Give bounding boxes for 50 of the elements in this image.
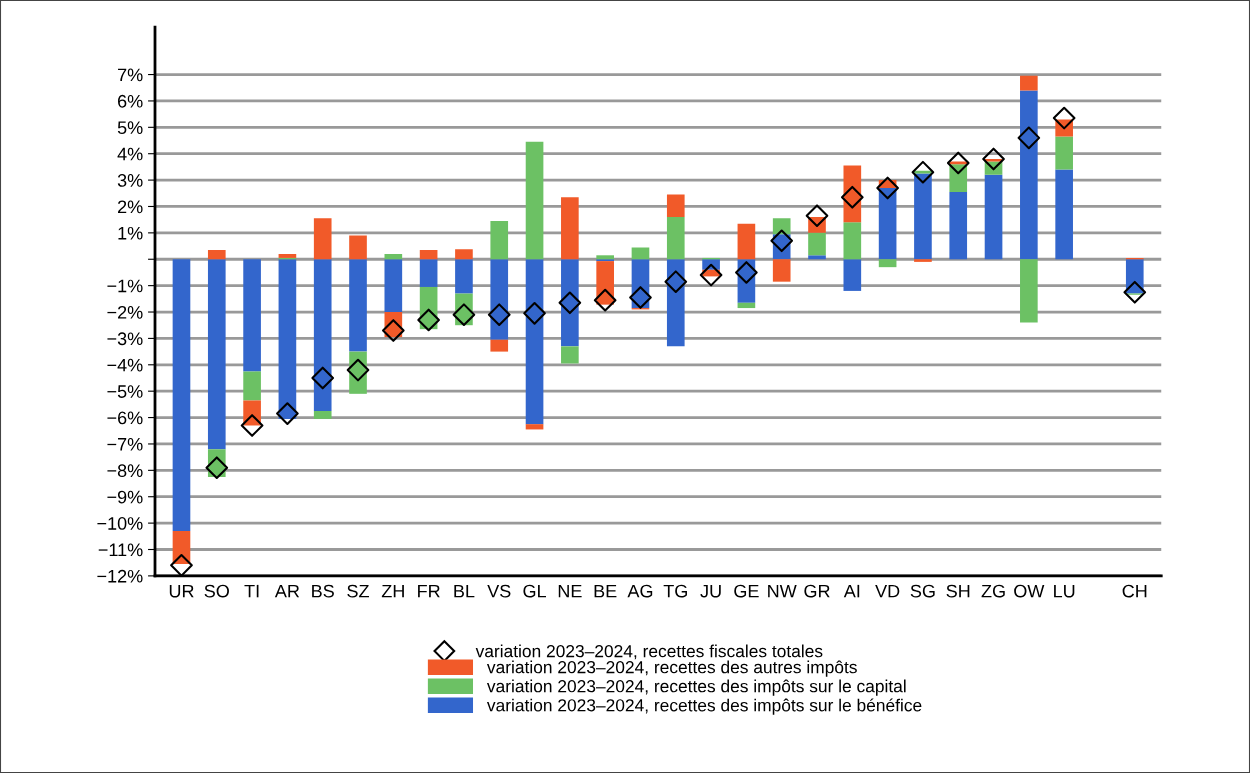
x-tick-label: GL bbox=[523, 584, 546, 598]
x-tick-label: OW bbox=[1014, 584, 1045, 598]
x-tick-label: SZ bbox=[347, 584, 369, 598]
y-tick-label: 2% bbox=[118, 200, 143, 214]
x-tick-label: SO bbox=[204, 584, 229, 598]
x-tick-label: GR bbox=[804, 584, 830, 598]
y-tick-label: −5% bbox=[107, 385, 143, 398]
y-tick-label: −8% bbox=[107, 464, 143, 478]
legend-label: variation 2023–2024, recettes des impôts sur le capital bbox=[486, 679, 906, 696]
x-tick-label: JU bbox=[700, 584, 721, 598]
y-tick-label: 3% bbox=[117, 174, 143, 187]
y-tick-label: −12% bbox=[97, 569, 143, 583]
y-tick-label: 5% bbox=[117, 121, 143, 135]
y-tick-label: 1% bbox=[118, 226, 143, 240]
y-tick-label: 7% bbox=[118, 68, 143, 82]
y-tick-label: −9% bbox=[107, 490, 143, 504]
x-tick-label: BL bbox=[454, 584, 475, 598]
x-tick-label: SG bbox=[910, 584, 935, 598]
x-tick-label: BE bbox=[594, 584, 617, 598]
y-tick-label: −1% bbox=[107, 279, 143, 293]
x-tick-label: GE bbox=[734, 584, 759, 598]
x-tick-label: SH bbox=[946, 584, 970, 598]
x-tick-label: VS bbox=[487, 584, 511, 598]
y-tick-label: −3% bbox=[107, 332, 143, 346]
y-tick-label: −2% bbox=[107, 305, 143, 319]
y-tick-label: −11% bbox=[98, 543, 143, 557]
x-tick-label: ZG bbox=[981, 584, 1005, 598]
x-tick-label: AR bbox=[274, 584, 300, 598]
x-tick-label: FR bbox=[418, 584, 440, 598]
legend-label: variation 2023–2024, recettes fiscales totales bbox=[475, 644, 823, 660]
y-tick-label: 4% bbox=[117, 147, 143, 161]
x-tick-label: ZH bbox=[381, 584, 404, 598]
y-tick-label: −6% bbox=[107, 411, 143, 425]
x-tick-label: VD bbox=[875, 584, 900, 598]
x-tick-label: BS bbox=[312, 584, 334, 598]
x-tick-label: TI bbox=[244, 584, 259, 598]
x-tick-label: TG bbox=[663, 584, 687, 598]
y-tick-label: −10% bbox=[97, 517, 143, 530]
x-tick-label: UR bbox=[169, 584, 194, 598]
x-tick-label: LU bbox=[1054, 584, 1075, 598]
y-tick-label: 6% bbox=[118, 94, 143, 108]
x-tick-label: AG bbox=[627, 584, 653, 598]
x-tick-label: AI bbox=[843, 584, 860, 598]
legend-label: variation 2023–2024, recettes des autres impôts bbox=[486, 660, 857, 677]
x-tick-label: NW bbox=[768, 584, 797, 598]
legend-label: variation 2023–2024, recettes des impôts sur le bénéfice bbox=[486, 698, 922, 715]
y-tick-label: −4% bbox=[107, 358, 143, 372]
x-tick-label: NE bbox=[558, 584, 582, 598]
y-tick-label: −7% bbox=[107, 437, 143, 451]
x-tick-label: CH bbox=[1122, 584, 1147, 598]
